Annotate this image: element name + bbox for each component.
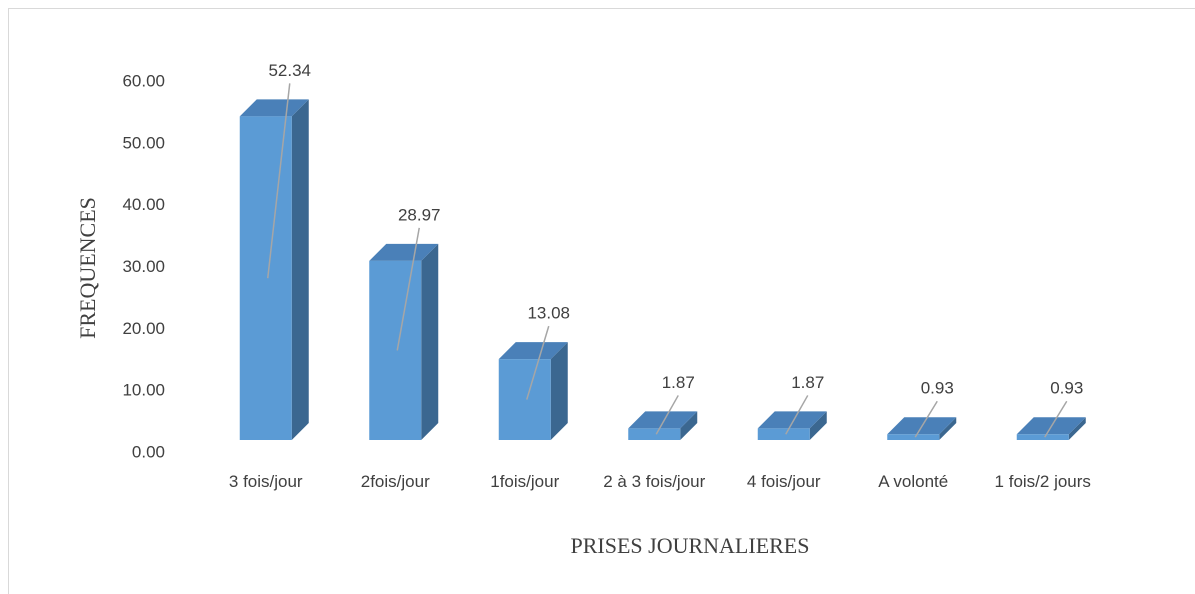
bar-top [239,99,309,117]
bar-side [939,417,957,440]
bar [757,428,810,440]
bar [369,260,422,440]
x-tick-label: 3 fois/jour [228,472,303,491]
leader-line [526,325,550,400]
leader-line [785,395,809,435]
y-tick-label: 10.00 [122,381,165,400]
data-label: 1.87 [662,373,695,392]
y-tick-label: 60.00 [122,71,165,90]
data-label: 1.87 [791,373,824,392]
x-tick-label: 1 fois/2 jours [994,472,1091,491]
x-axis-title: PRISES JOURNALIERES [571,533,810,558]
bar-side [550,342,568,440]
bar-side [291,99,309,441]
data-label: 13.08 [527,304,570,323]
bar-side [680,411,698,440]
bar-side [809,411,827,440]
data-label: 0.93 [921,379,954,398]
y-axis-title: FREQUENCES [75,197,100,339]
chart-border [8,8,1195,594]
x-tick-label: 4 fois/jour [746,472,821,491]
bar [498,359,551,440]
y-tick-label: 0.00 [132,442,165,461]
y-tick-label: 20.00 [122,319,165,338]
bar-side [421,243,439,440]
leader-line [914,400,938,438]
bar [239,116,292,441]
leader-line [1044,400,1068,438]
bar-top [628,411,698,429]
leader-line [655,395,679,435]
bar-top [369,243,439,261]
bar [887,434,940,440]
bar-top [498,342,568,360]
x-tick-label: 2fois/jour [360,472,430,491]
y-tick-label: 30.00 [122,257,165,276]
y-tick-label: 40.00 [122,195,165,214]
bar-side [1068,417,1086,440]
leader-line [267,83,291,279]
x-tick-label: 2 à 3 fois/jour [603,472,706,491]
x-tick-label: 1fois/jour [490,472,560,491]
data-label: 28.97 [398,205,441,224]
x-tick-label: A volonté [878,472,949,491]
bar-top [757,411,827,429]
data-label: 52.34 [268,61,311,80]
leader-line [396,227,420,351]
y-tick-label: 50.00 [122,133,165,152]
data-label: 0.93 [1050,379,1083,398]
bar [628,428,681,440]
bar [1016,434,1069,440]
